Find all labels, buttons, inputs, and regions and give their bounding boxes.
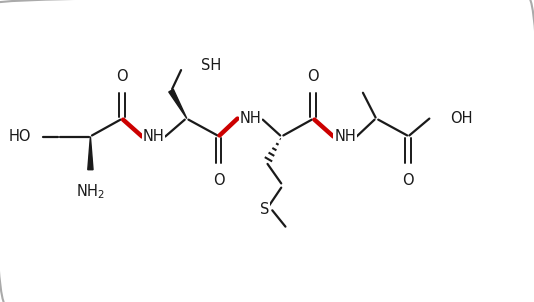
Text: SH: SH bbox=[201, 58, 222, 73]
Text: NH$_2$: NH$_2$ bbox=[76, 182, 105, 201]
Text: S: S bbox=[260, 202, 269, 217]
Text: NH: NH bbox=[239, 111, 261, 126]
Text: OH: OH bbox=[451, 111, 473, 126]
Text: O: O bbox=[403, 173, 414, 188]
Text: O: O bbox=[213, 173, 224, 188]
Polygon shape bbox=[88, 137, 93, 170]
Text: NH: NH bbox=[334, 129, 356, 144]
Text: O: O bbox=[116, 69, 128, 84]
Polygon shape bbox=[169, 89, 187, 119]
Text: NH: NH bbox=[143, 129, 164, 144]
Text: HO: HO bbox=[9, 129, 31, 144]
Text: O: O bbox=[308, 69, 319, 84]
